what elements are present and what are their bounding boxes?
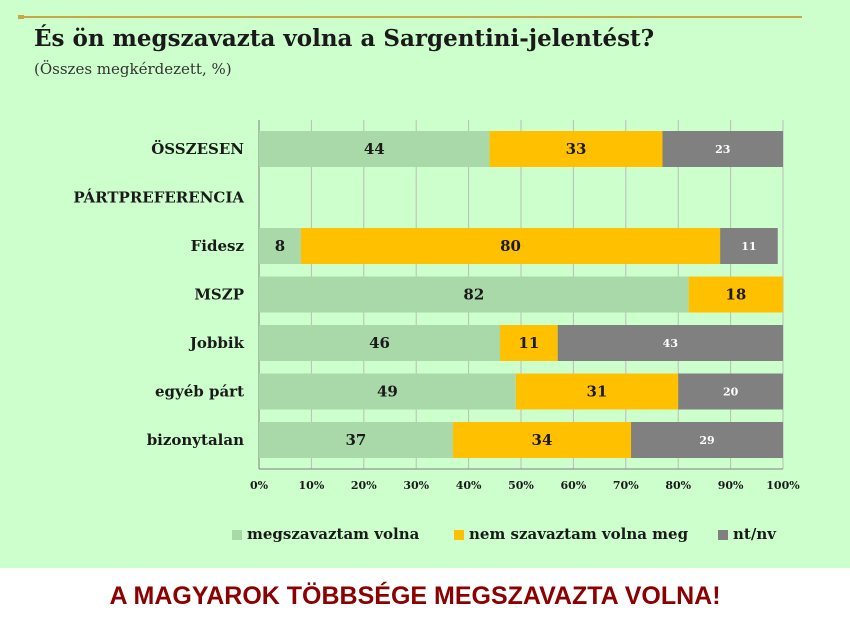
x-tick-label: 60%: [561, 479, 587, 492]
bar-segment: [678, 373, 783, 410]
data-label: 18: [725, 286, 746, 304]
banner-text: A MAGYAROK TÖBBSÉGE MEGSZAVAZTA VOLNA!: [109, 582, 721, 610]
bar-segment: [259, 373, 516, 410]
bar-segment: [688, 276, 783, 313]
x-tick-label: 50%: [508, 479, 534, 492]
data-label: 34: [532, 431, 553, 449]
category-label: Jobbik: [188, 334, 245, 352]
x-tick-label: 0%: [250, 479, 269, 492]
x-tick-label: 90%: [718, 479, 744, 492]
legend-swatch: [718, 530, 728, 540]
bar-segment: [489, 131, 663, 167]
data-label: 43: [663, 337, 678, 350]
data-label: 11: [741, 240, 756, 253]
bar-segment: [259, 228, 301, 264]
data-label: 80: [500, 237, 521, 255]
legend-swatch: [454, 530, 464, 540]
x-tick-label: 70%: [613, 479, 639, 492]
legend-swatch: [232, 530, 242, 540]
stacked-bar-chart: 0% 10% 20% 30% 40% 50% 60% 70% 80% 90% 100% ÖSSZESE…: [73, 120, 800, 543]
title-rule: [18, 16, 802, 18]
x-tick-label: 30%: [403, 479, 429, 492]
data-label: 11: [518, 334, 539, 352]
x-tick-label: 10%: [299, 479, 325, 492]
category-label: Fidesz: [191, 237, 245, 255]
title-rule-marker: [18, 15, 24, 19]
category-label: bizonytalan: [147, 431, 244, 449]
bar-segment: [259, 325, 501, 361]
bar-segment: [515, 373, 679, 410]
bar-segment: [557, 325, 783, 361]
bar-segment: [500, 325, 558, 361]
data-label: 49: [377, 383, 398, 401]
bar-segment: [300, 228, 721, 264]
legend-label: nt/nv: [733, 525, 777, 543]
category-label: egyéb párt: [155, 383, 244, 401]
x-tick-label: 40%: [456, 479, 482, 492]
bar-segment: [259, 422, 453, 458]
bar-segment: [662, 131, 783, 167]
x-tick-label: 100%: [766, 479, 800, 492]
data-label: 29: [699, 434, 714, 447]
x-tick-label: 20%: [351, 479, 377, 492]
category-label: MSZP: [194, 286, 244, 304]
data-label: 44: [364, 140, 385, 158]
data-label: 23: [715, 143, 730, 156]
bar-segment: [631, 422, 783, 458]
data-label: 82: [463, 286, 484, 304]
conclusion-banner: A MAGYAROK TÖBBSÉGE MEGSZAVAZTA VOLNA!: [0, 568, 850, 640]
data-label: 33: [566, 140, 587, 158]
legend-label: nem szavaztam volna meg: [469, 525, 689, 543]
chart-subtitle: (Összes megkérdezett, %): [34, 60, 232, 78]
data-label: 46: [369, 334, 390, 352]
data-label: 37: [346, 431, 367, 449]
bar-segment: [720, 228, 778, 264]
category-label: ÖSSZESEN: [151, 139, 244, 158]
chart-title: És ön megszavazta volna a Sargentini-jel…: [34, 25, 655, 52]
bar-segment: [259, 276, 689, 313]
x-tick-label: 80%: [665, 479, 691, 492]
category-label: PÁRTPREFERENCIA: [73, 189, 244, 207]
bar-segment: [259, 131, 490, 167]
legend-label: megszavaztam volna: [247, 525, 420, 543]
data-label: 20: [723, 386, 739, 399]
data-label: 8: [275, 237, 285, 255]
bar-segment: [452, 422, 632, 458]
data-label: 31: [587, 383, 608, 401]
